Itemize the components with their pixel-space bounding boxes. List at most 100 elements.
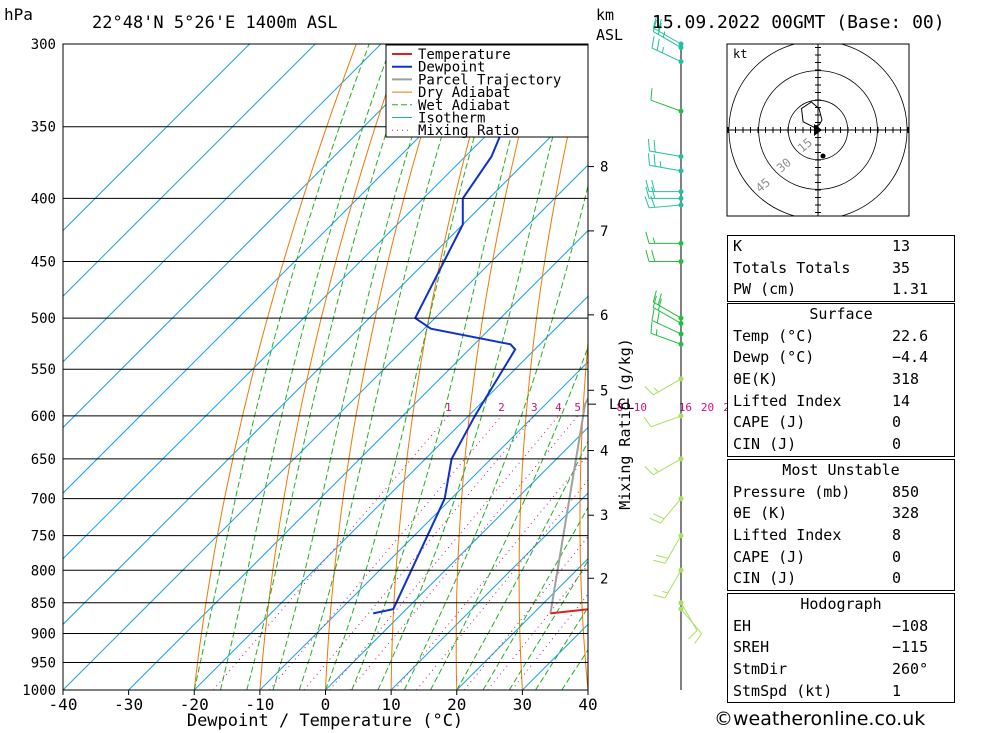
mixing-ratio-label: 1 [445, 401, 452, 414]
surface-label: Temp (°C) [733, 326, 815, 345]
most-unstable-panel: Most Unstable Pressure (mb) 850 θE (K) 328… [727, 459, 955, 592]
barb-feather [650, 88, 653, 101]
surface-label: CIN (J) [733, 435, 797, 454]
index-value: 35 [892, 258, 911, 277]
isotherm-line [63, 44, 382, 363]
km-tick-label: 5 [600, 383, 608, 399]
wet-adiabat-line [403, 183, 588, 690]
barb-feather [645, 231, 650, 244]
lcl-label: LCL [609, 397, 634, 413]
barb-feather [645, 249, 650, 262]
isotherm-line [63, 44, 250, 232]
barb-feather [651, 179, 656, 192]
barb-feather [661, 590, 669, 594]
barb-feather [653, 559, 666, 564]
barb-dot [678, 202, 684, 208]
barb-feather [652, 290, 657, 303]
km-tick-label: 7 [600, 224, 608, 240]
barb-feather [650, 195, 656, 208]
surface-label: θE(K) [733, 370, 779, 389]
pressure-tick-label: 550 [31, 362, 56, 378]
legend-entry: Mixing Ratio [418, 123, 519, 139]
x-axis-label: Dewpoint / Temperature (°C) [187, 711, 463, 731]
index-row: PW (cm) 1.31 [728, 279, 954, 301]
barb-shaft [649, 164, 682, 172]
hodograph-end-dot [820, 153, 826, 159]
barb-feather [653, 387, 659, 393]
barb-feather [657, 19, 662, 32]
barb-shaft [650, 332, 682, 345]
index-value: 1.31 [892, 280, 929, 299]
barb-feather [662, 31, 666, 38]
x-tick-label: -10 [245, 695, 274, 714]
dry-adiabat-line [639, 44, 682, 690]
mixing-ratio-label: 10 [634, 401, 647, 414]
barb-dot [678, 154, 684, 160]
hodo-value: −108 [892, 616, 929, 635]
isotherm-line [325, 426, 588, 690]
x-tick-label: -20 [180, 695, 209, 714]
barb-dot [678, 45, 684, 51]
barb-feather [644, 466, 654, 476]
barb-feather [652, 295, 657, 308]
barb-feather [655, 329, 658, 336]
x-tick-label: 30 [513, 695, 532, 714]
x-tick-label: 0 [321, 695, 331, 714]
hpa-label: hPa [4, 5, 33, 24]
barb-feather [661, 46, 664, 54]
isotherm-line [259, 361, 588, 690]
pressure-tick-label: 300 [31, 37, 56, 53]
mu-value: 328 [892, 504, 920, 523]
wind-barb [645, 249, 684, 265]
barb-dot [678, 195, 684, 201]
surface-label: CAPE (J) [733, 413, 806, 432]
location-title: 22°48'N 5°26'E 1400m ASL [92, 13, 338, 33]
barb-dot [678, 533, 684, 539]
hodo-label: EH [733, 616, 752, 635]
indices-panel: K 13 Totals Totals 35 PW (cm) 1.31 [727, 235, 955, 303]
barb-feather [643, 416, 652, 428]
copyright-link[interactable]: ©weatheronline.co.uk [714, 708, 926, 730]
surface-row: CIN (J) 0 [728, 434, 954, 456]
pressure-tick-label: 600 [31, 409, 56, 425]
hodo-label: StmSpd (kt) [733, 681, 833, 700]
wind-barb [652, 19, 684, 51]
mixing-ratio-line [329, 415, 559, 690]
barb-feather [657, 22, 662, 35]
legend-entry: Dewpoint [418, 60, 485, 76]
km-tick-label: 2 [600, 571, 608, 587]
barb-feather [644, 386, 654, 396]
barb-feather [694, 633, 702, 644]
barb-dot [678, 41, 684, 47]
surface-row: Lifted Index 14 [728, 391, 954, 413]
mixing-ratio-line [394, 453, 588, 690]
plot-frame [62, 43, 589, 691]
wind-barb [678, 600, 698, 640]
km-tick-label: 6 [600, 308, 608, 324]
wind-barb [650, 321, 684, 347]
dry-adiabat-line [325, 44, 450, 690]
legend-entry: Temperature [418, 47, 511, 63]
barb-feather [653, 139, 656, 153]
wind-barb [650, 88, 684, 114]
wind-barb [652, 295, 684, 326]
index-label: Totals Totals [733, 258, 851, 277]
barb-feather [653, 467, 659, 473]
wind-barb [652, 16, 684, 47]
barb-feather [652, 16, 657, 29]
mixing-ratio-label: 2 [498, 401, 505, 414]
dry-adiabat-line [959, 44, 1000, 690]
isotherm-line [456, 558, 588, 690]
x-tick-label: 10 [381, 695, 400, 714]
barb-shaft [653, 458, 682, 476]
barb-feather [647, 138, 650, 152]
mixing-ratio-line [487, 564, 588, 690]
barb-dot [678, 108, 684, 114]
wet-adiabat-line [246, 44, 417, 690]
barb-dot [678, 315, 684, 321]
barb-feather [649, 517, 661, 524]
barb-shaft [650, 99, 682, 112]
hodo-row: SREH −115 [728, 637, 954, 659]
barb-shaft [650, 415, 682, 428]
